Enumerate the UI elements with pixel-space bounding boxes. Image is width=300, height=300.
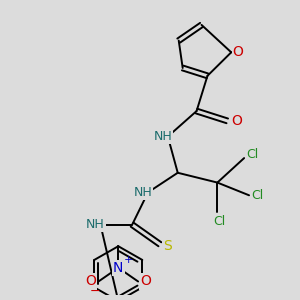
Text: NH: NH	[86, 218, 105, 231]
Text: S: S	[164, 239, 172, 253]
Text: Cl: Cl	[251, 189, 263, 202]
Text: O: O	[232, 114, 243, 128]
Text: −: −	[89, 285, 100, 298]
Text: +: +	[124, 255, 133, 265]
Text: N: N	[113, 261, 124, 275]
Text: NH: NH	[154, 130, 172, 143]
Text: Cl: Cl	[246, 148, 258, 161]
Text: NH: NH	[134, 186, 152, 199]
Text: O: O	[85, 274, 96, 289]
Text: Cl: Cl	[213, 215, 226, 228]
Text: O: O	[233, 45, 244, 59]
Text: O: O	[141, 274, 152, 289]
